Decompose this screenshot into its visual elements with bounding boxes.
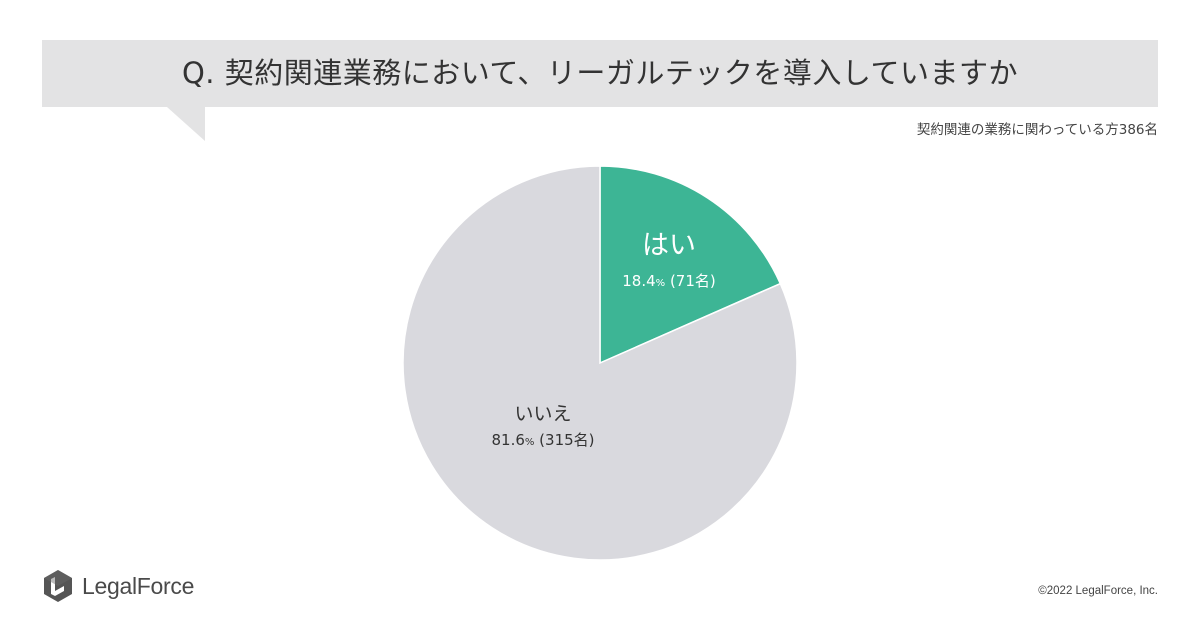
slice-label-yes: はい xyxy=(642,230,696,261)
pie-slice-no xyxy=(402,165,798,561)
copyright: ©2022 LegalForce, Inc. xyxy=(1038,585,1158,597)
slice-percent-yes: 18.4 xyxy=(622,272,656,290)
slice-value-yes: 18.4% (71名) xyxy=(622,270,716,291)
respondents-note: 契約関連の業務に関わっている方386名 xyxy=(916,122,1158,138)
percent-unit: % xyxy=(655,278,666,289)
question-banner: Q. 契約関連業務において、リーガルテックを導入していますか xyxy=(42,40,1158,107)
legalforce-logo-icon xyxy=(44,570,72,602)
legalforce-logo: LegalForce xyxy=(42,568,194,604)
percent-unit: % xyxy=(524,437,535,448)
slice-count-no: (315名) xyxy=(539,431,595,449)
speech-bubble-tail xyxy=(167,107,205,141)
logo-text: LegalForce xyxy=(82,572,195,599)
page-title: Q. 契約関連業務において、リーガルテックを導入していますか xyxy=(181,56,1019,90)
slice-label-no: いいえ xyxy=(514,403,572,425)
slice-count-yes: (71名) xyxy=(669,272,716,290)
slice-value-no: 81.6% (315名) xyxy=(491,429,594,450)
slice-percent-no: 81.6 xyxy=(491,431,525,449)
pie-slice-yes xyxy=(599,165,782,365)
